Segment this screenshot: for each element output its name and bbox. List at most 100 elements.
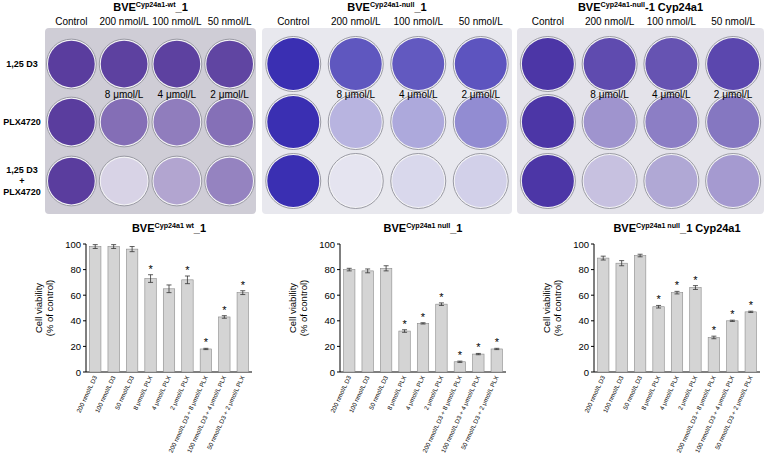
row-label: 1,25 D3 bbox=[6, 165, 38, 175]
treated-well bbox=[392, 155, 444, 207]
bar bbox=[145, 279, 156, 372]
control-well bbox=[522, 96, 574, 148]
y-tick-label: 0 bbox=[330, 367, 335, 378]
well-rim bbox=[644, 95, 699, 150]
error-bar bbox=[203, 348, 208, 349]
bars bbox=[344, 266, 503, 372]
treated-well bbox=[584, 38, 636, 90]
column-label: 50 nmol/L bbox=[711, 16, 755, 27]
bar-chart: BVECyp24a1 wt_1Cell viability(% of contr… bbox=[33, 222, 252, 454]
treated-well bbox=[455, 155, 507, 207]
bar bbox=[708, 337, 719, 372]
well-rim bbox=[152, 39, 202, 89]
y-tick bbox=[83, 372, 86, 373]
error-bar bbox=[402, 330, 407, 333]
y-tick-label: 40 bbox=[70, 315, 81, 326]
bar bbox=[616, 263, 627, 372]
y-tick-label: 20 bbox=[70, 341, 81, 352]
panel-title: BVECyp24a1-wt_1 bbox=[113, 1, 188, 13]
y-tick-label: 40 bbox=[578, 315, 589, 326]
y-tick bbox=[83, 269, 86, 270]
row-label: + bbox=[19, 176, 24, 186]
y-axis bbox=[86, 244, 87, 372]
y-tick-label: 0 bbox=[584, 367, 589, 378]
error-bar bbox=[675, 291, 680, 294]
bar bbox=[90, 247, 101, 372]
error-bar bbox=[711, 336, 716, 339]
plate: BVECyp24a1-null_1Control200 nmol/L100 nm… bbox=[262, 1, 512, 214]
y-tick bbox=[337, 320, 340, 321]
well-rim bbox=[582, 95, 637, 150]
column-label: Control bbox=[55, 16, 87, 27]
plate-background bbox=[262, 28, 512, 214]
title-suffix: _1 bbox=[413, 1, 426, 13]
column-label: 200 nmol/L bbox=[331, 16, 381, 27]
error-bar bbox=[222, 316, 227, 319]
treated-well bbox=[101, 41, 148, 88]
title-suffix: _1 Cyp24a1 bbox=[679, 222, 741, 234]
significance: * bbox=[148, 263, 153, 275]
treated-well bbox=[645, 96, 697, 148]
bar bbox=[473, 354, 484, 372]
title-base: BVE bbox=[347, 1, 370, 13]
well-rim bbox=[391, 95, 446, 150]
well-rim bbox=[152, 97, 202, 147]
well-rim bbox=[520, 37, 575, 92]
significance: * bbox=[241, 279, 246, 291]
treated-well bbox=[455, 96, 507, 148]
bar bbox=[399, 331, 410, 372]
well-rim bbox=[266, 154, 321, 209]
control-well bbox=[48, 99, 95, 146]
treated-well bbox=[154, 99, 201, 146]
y-tick bbox=[337, 244, 340, 245]
error-bar bbox=[656, 305, 661, 308]
well-rim bbox=[582, 37, 637, 92]
plx-label: 2 μmol/L bbox=[714, 89, 753, 100]
bar bbox=[454, 362, 465, 372]
error-bar bbox=[457, 361, 462, 362]
well-rim bbox=[453, 154, 508, 209]
bar bbox=[182, 280, 193, 372]
column-label: 50 nmol/L bbox=[208, 16, 252, 27]
plx-label: 2 μmol/L bbox=[461, 89, 500, 100]
y-tick-label: 20 bbox=[324, 341, 335, 352]
bar bbox=[598, 258, 609, 372]
significance: * bbox=[439, 291, 444, 303]
well-rim bbox=[205, 156, 255, 206]
row-label: 1,25 D3 bbox=[6, 59, 38, 69]
bar bbox=[634, 256, 645, 372]
control-well bbox=[267, 96, 319, 148]
bar bbox=[380, 268, 391, 372]
y-tick-label: 100 bbox=[65, 239, 81, 250]
y-tick-label: 100 bbox=[573, 239, 589, 250]
well-rim bbox=[453, 37, 508, 92]
y-tick-label: 100 bbox=[319, 239, 335, 250]
control-well bbox=[48, 41, 95, 88]
plate: BVECyp24a1-wt_1Control200 nmol/L100 nmol… bbox=[45, 1, 256, 214]
treated-well bbox=[584, 155, 636, 207]
significance: * bbox=[495, 336, 500, 348]
bars bbox=[90, 245, 249, 372]
significance: * bbox=[730, 308, 735, 320]
title-suffix: _1 bbox=[193, 222, 206, 234]
error-bar bbox=[185, 276, 190, 284]
control-well bbox=[48, 158, 95, 205]
error-bar bbox=[167, 285, 172, 293]
title-base: BVE bbox=[132, 222, 155, 234]
treated-well bbox=[101, 99, 148, 146]
row-label: PLX4720 bbox=[3, 117, 41, 127]
error-bar bbox=[130, 247, 135, 252]
column-label: 100 nmol/L bbox=[152, 16, 202, 27]
column-label: 100 nmol/L bbox=[394, 16, 444, 27]
significance: * bbox=[222, 304, 227, 316]
well-rim bbox=[47, 39, 97, 89]
title-sup: Cyp24a1 null bbox=[636, 222, 680, 230]
y-tick bbox=[337, 346, 340, 347]
well-rim bbox=[706, 154, 761, 209]
y-tick bbox=[337, 372, 340, 373]
well-rim bbox=[582, 154, 637, 209]
x-tick-label: 50 nmol/L D3 + 2 μmol/L PLX bbox=[459, 374, 499, 450]
error-bar bbox=[730, 320, 735, 321]
bar-chart: BVECyp24a1 null_1 Cyp24a1Cell viability(… bbox=[541, 222, 760, 454]
bar bbox=[219, 317, 230, 372]
